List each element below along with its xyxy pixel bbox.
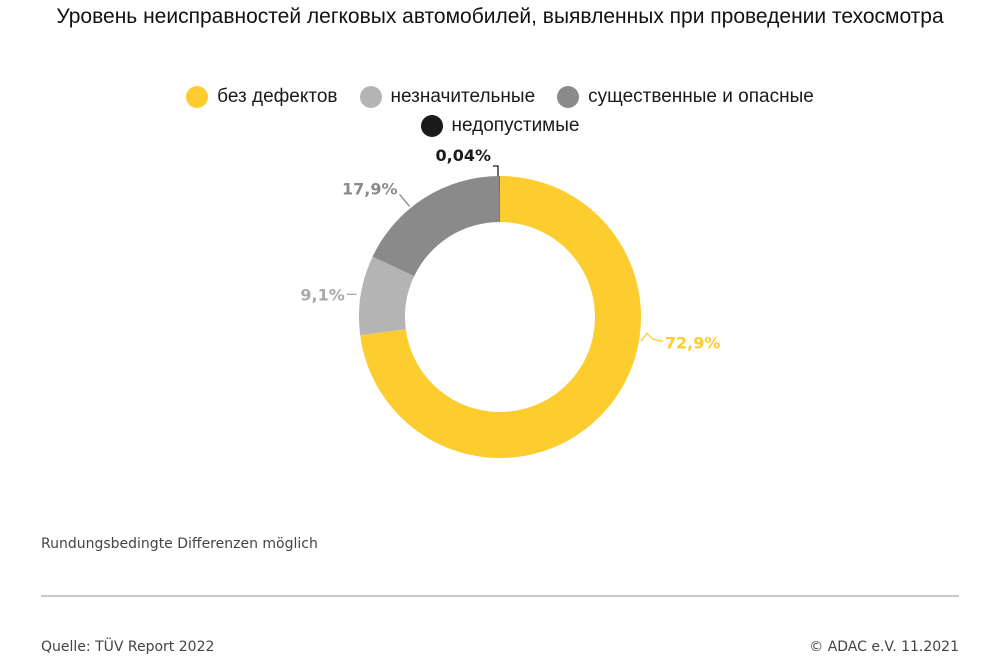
leader-significant (399, 193, 411, 207)
chart-title: Уровень неисправностей легковых автомоби… (56, 5, 944, 28)
label-no-defects: 72,9% (665, 333, 721, 352)
legend-swatch-significant (557, 86, 580, 108)
footnote: Rundungsbedingte Differenzen möglich (41, 536, 318, 552)
label-leaders (346, 165, 664, 342)
legend: без дефектов незначительные существенные… (0, 84, 1000, 142)
label-significant: 17,9% (342, 179, 398, 198)
legend-label-significant: существенные и опасные (588, 86, 814, 107)
legend-item-significant: существенные и опасные (557, 86, 814, 108)
slice-significant (372, 176, 500, 277)
legend-label-unacceptable: недопустимые (451, 115, 580, 136)
source-note: Quelle: TÜV Report 2022 (41, 639, 215, 655)
legend-item-unacceptable: недопустимые (420, 115, 580, 137)
leader-no-defects (640, 332, 664, 342)
donut-slices (359, 176, 641, 458)
legend-row-2: недопустимые (0, 113, 1000, 139)
data-labels: 72,9% 9,1% 17,9% 0,04% (300, 146, 720, 352)
legend-swatch-minor (359, 86, 382, 108)
legend-item-minor: незначительные (359, 86, 536, 108)
legend-swatch-unacceptable (420, 115, 443, 137)
label-unacceptable: 0,04% (435, 146, 491, 165)
slice-minor (359, 256, 415, 336)
copyright-note: © ADAC e.V. 11.2021 (809, 639, 959, 655)
slice-no-defects (360, 176, 641, 458)
legend-swatch-no-defects (186, 86, 209, 108)
legend-item-no-defects: без дефектов (186, 86, 338, 108)
label-minor: 9,1% (300, 285, 344, 304)
divider (41, 595, 959, 597)
legend-label-no-defects: без дефектов (217, 86, 338, 107)
legend-row-1: без дефектов незначительные существенные… (0, 84, 1000, 110)
leader-unacceptable (493, 165, 499, 176)
legend-label-minor: незначительные (390, 86, 536, 107)
donut-chart: 72,9% 9,1% 17,9% 0,04% (300, 146, 720, 458)
